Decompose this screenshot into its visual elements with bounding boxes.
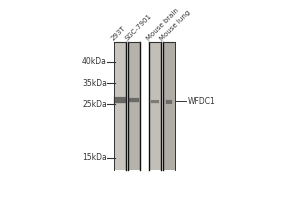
- FancyBboxPatch shape: [114, 42, 126, 170]
- FancyBboxPatch shape: [151, 100, 159, 103]
- FancyBboxPatch shape: [129, 98, 139, 102]
- FancyBboxPatch shape: [166, 100, 172, 104]
- FancyBboxPatch shape: [150, 100, 159, 104]
- FancyBboxPatch shape: [151, 100, 159, 103]
- Text: 15kDa: 15kDa: [82, 153, 107, 162]
- FancyBboxPatch shape: [128, 98, 140, 103]
- Text: SGC-7901: SGC-7901: [124, 13, 153, 42]
- FancyBboxPatch shape: [165, 100, 173, 104]
- FancyBboxPatch shape: [112, 96, 128, 104]
- FancyBboxPatch shape: [129, 98, 139, 102]
- FancyBboxPatch shape: [38, 24, 270, 178]
- FancyBboxPatch shape: [113, 97, 127, 104]
- FancyBboxPatch shape: [166, 100, 172, 104]
- Text: WFDC1: WFDC1: [188, 97, 215, 106]
- FancyBboxPatch shape: [128, 42, 140, 170]
- Text: 40kDa: 40kDa: [82, 57, 107, 66]
- Text: 293T: 293T: [110, 25, 127, 42]
- FancyBboxPatch shape: [114, 97, 126, 103]
- Text: Mouse lung: Mouse lung: [159, 9, 192, 42]
- FancyBboxPatch shape: [149, 42, 161, 170]
- FancyBboxPatch shape: [163, 42, 175, 170]
- Text: 25kDa: 25kDa: [82, 100, 107, 109]
- FancyBboxPatch shape: [128, 97, 140, 103]
- FancyBboxPatch shape: [150, 100, 160, 104]
- Text: 35kDa: 35kDa: [82, 79, 107, 88]
- FancyBboxPatch shape: [164, 99, 173, 104]
- FancyBboxPatch shape: [114, 97, 126, 103]
- Text: Mouse brain: Mouse brain: [145, 7, 180, 42]
